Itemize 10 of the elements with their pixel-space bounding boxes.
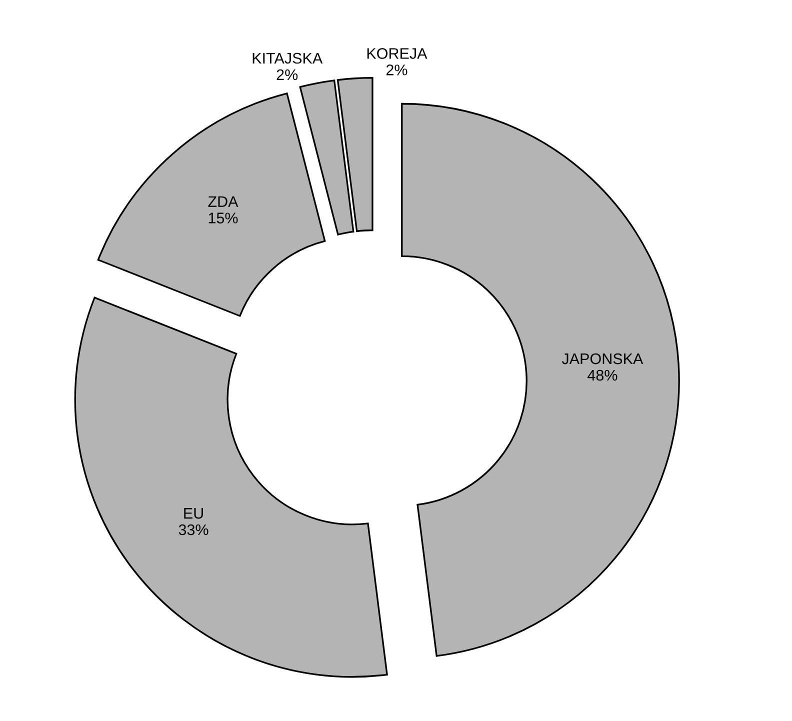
slice-label: EU — [184, 508, 203, 519]
data-label: 48% — [588, 370, 618, 381]
data-label: 33% — [178, 524, 208, 536]
slice-label: JAPONSKA — [562, 353, 644, 364]
data-label: 2% — [276, 69, 298, 80]
slice-label: ZDA — [208, 196, 238, 207]
data-label: 2% — [386, 64, 408, 76]
slice-label: KOREJA — [367, 48, 428, 59]
slice-label: KITAJSKA — [252, 52, 323, 64]
data-label: 15% — [208, 212, 238, 224]
